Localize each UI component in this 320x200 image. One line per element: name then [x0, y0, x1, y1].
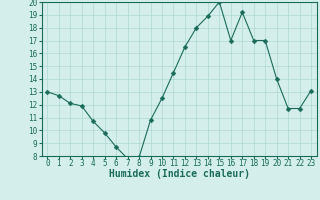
- X-axis label: Humidex (Indice chaleur): Humidex (Indice chaleur): [109, 169, 250, 179]
